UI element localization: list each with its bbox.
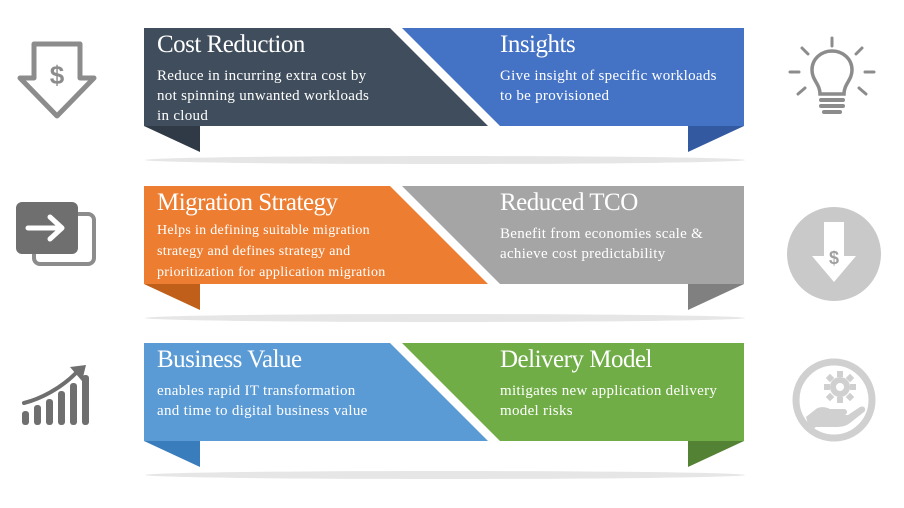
business-value-title: Business Value [157,346,302,373]
desc-line: model risks [500,403,573,419]
reduced-tco-description: Benefit from economies scale & achieve c… [500,224,740,264]
desc-line: Reduce in incurring extra cost by [157,68,367,84]
desc-line: prioritization for application migration [157,265,386,280]
business-value-banner [144,343,488,441]
desc-line: Benefit from economies scale & [500,226,704,242]
svg-text:$: $ [50,60,65,90]
dollar-down-circle-icon: $ [787,207,881,301]
benefit-row-3: Business Value enables rapid IT transfor… [0,343,904,483]
insights-description: Give insight of specific workloads to be… [500,66,740,106]
delivery-model-banner [402,343,744,441]
banner-shapes [144,186,745,322]
reduced-tco-banner [402,186,744,284]
svg-text:$: $ [829,248,839,268]
migration-strategy-title: Migration Strategy [157,189,338,216]
desc-line: and time to digital business value [157,403,368,419]
desc-line: mitigates new application delivery [500,383,718,399]
desc-line: achieve cost predictability [500,246,666,262]
migration-strategy-description: Helps in defining suitable migration str… [157,220,407,283]
banner-shapes [144,343,745,479]
hand-gear-icon [792,358,876,442]
desc-line: Give insight of specific workloads [500,68,717,84]
cost-reduction-description: Reduce in incurring extra cost by not sp… [157,66,407,126]
insights-title: Insights [500,31,576,58]
delivery-model-description: mitigates new application delivery model… [500,381,740,421]
insights-banner [402,28,744,126]
migration-strategy-banner [144,186,488,284]
growth-chart-icon [22,365,89,425]
desc-line: not spinning unwanted workloads [157,88,370,104]
business-value-description: enables rapid IT transformation and time… [157,381,407,421]
desc-line: Helps in defining suitable migration [157,223,370,238]
reduced-tco-title: Reduced TCO [500,189,638,216]
desc-line: enables rapid IT transformation [157,383,356,399]
cost-reduction-banner [144,28,488,126]
cost-reduction-title: Cost Reduction [157,31,305,58]
desc-line: in cloud [157,108,209,124]
desc-line: to be provisioned [500,88,610,104]
banner-shapes [144,28,745,164]
desc-line: strategy and defines strategy and [157,244,351,259]
benefit-row-2: Migration Strategy Helps in defining sui… [0,186,904,326]
benefit-row-1: Cost Reduction Reduce in incurring extra… [0,28,904,168]
dollar-down-arrow-icon: $ [17,41,97,119]
migrate-arrow-icon [16,202,96,266]
lightbulb-icon [788,36,876,114]
delivery-model-title: Delivery Model [500,346,652,373]
